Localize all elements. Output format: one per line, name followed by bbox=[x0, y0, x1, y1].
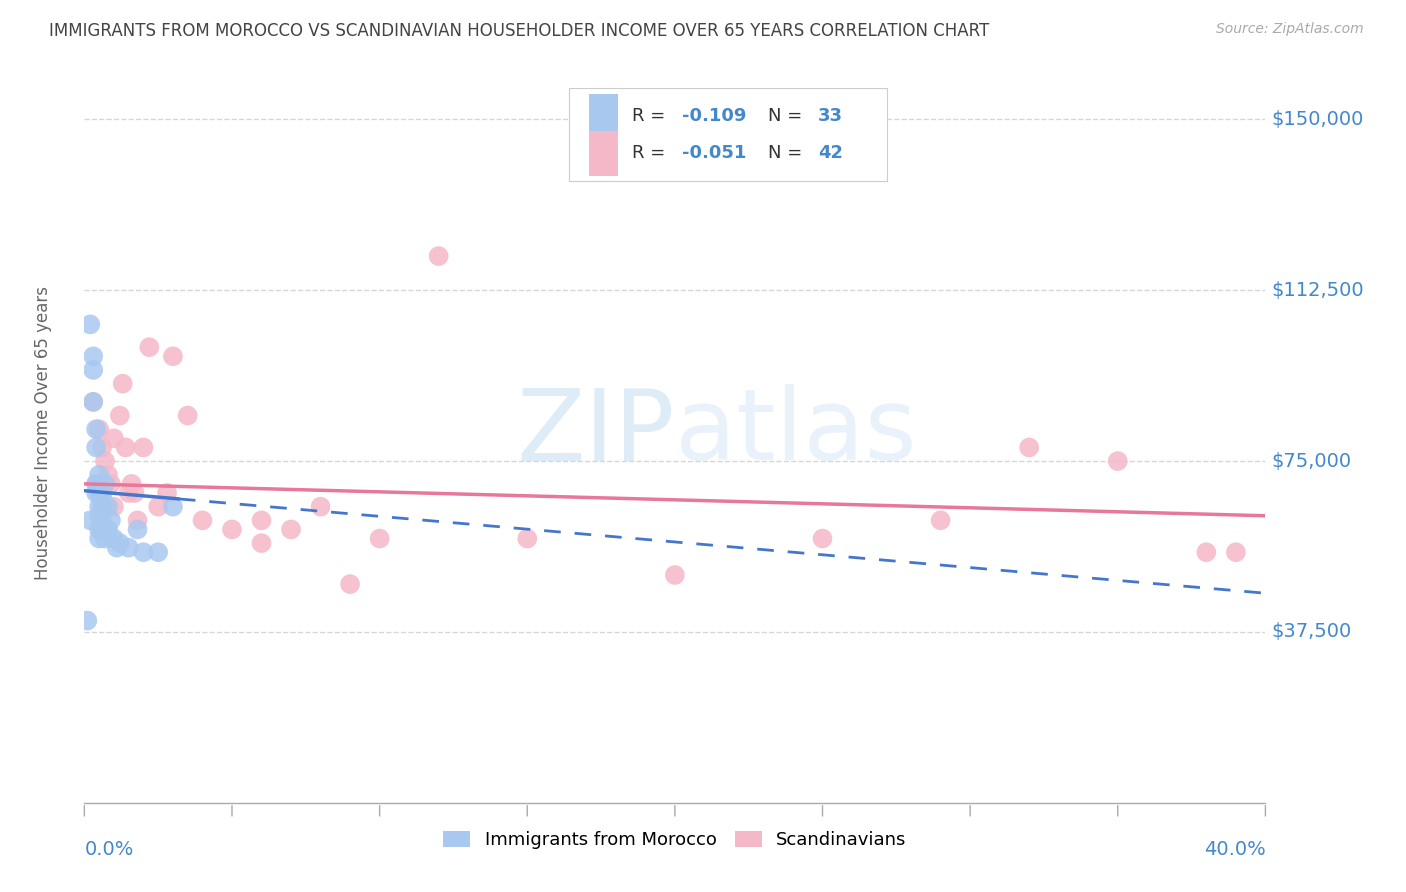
Point bbox=[427, 249, 450, 263]
Text: $37,500: $37,500 bbox=[1271, 623, 1351, 641]
Point bbox=[94, 500, 117, 514]
Point bbox=[309, 500, 332, 514]
Point bbox=[84, 422, 107, 436]
Point bbox=[87, 532, 111, 546]
Point bbox=[87, 486, 111, 500]
Point bbox=[84, 486, 107, 500]
Point bbox=[664, 568, 686, 582]
Point bbox=[76, 614, 98, 628]
Text: $150,000: $150,000 bbox=[1271, 110, 1364, 128]
Point bbox=[84, 441, 107, 455]
Point bbox=[138, 340, 160, 354]
Point bbox=[221, 523, 243, 537]
Legend: Immigrants from Morocco, Scandinavians: Immigrants from Morocco, Scandinavians bbox=[436, 824, 914, 856]
Point bbox=[250, 513, 273, 527]
Point bbox=[1195, 545, 1218, 559]
Point bbox=[162, 349, 184, 363]
Point bbox=[82, 349, 104, 363]
Point bbox=[108, 409, 131, 423]
Point bbox=[82, 395, 104, 409]
Point bbox=[811, 532, 834, 546]
Point bbox=[105, 541, 128, 555]
Point bbox=[162, 500, 184, 514]
Text: atlas: atlas bbox=[675, 384, 917, 481]
Point bbox=[148, 545, 170, 559]
Text: 33: 33 bbox=[818, 107, 842, 125]
Point bbox=[91, 486, 114, 500]
Point bbox=[87, 476, 111, 491]
Point bbox=[91, 500, 114, 514]
Point bbox=[87, 422, 111, 436]
Text: N =: N = bbox=[768, 145, 808, 162]
Point bbox=[191, 513, 214, 527]
Point bbox=[94, 454, 117, 468]
FancyBboxPatch shape bbox=[568, 88, 887, 181]
Point bbox=[929, 513, 952, 527]
Point bbox=[516, 532, 538, 546]
Point bbox=[132, 441, 155, 455]
Point bbox=[148, 500, 170, 514]
Point bbox=[132, 545, 155, 559]
Point bbox=[82, 363, 104, 377]
Point bbox=[339, 577, 361, 591]
Text: $75,000: $75,000 bbox=[1271, 451, 1351, 471]
Point bbox=[1107, 454, 1129, 468]
Point bbox=[121, 476, 143, 491]
Point bbox=[82, 395, 104, 409]
Point bbox=[280, 523, 302, 537]
Point bbox=[1018, 441, 1040, 455]
Point bbox=[97, 467, 120, 482]
Point bbox=[103, 532, 125, 546]
Text: ZIP: ZIP bbox=[516, 384, 675, 481]
Point bbox=[94, 532, 117, 546]
Point bbox=[87, 508, 111, 523]
Point bbox=[111, 376, 134, 391]
Point bbox=[97, 500, 120, 514]
Point bbox=[103, 431, 125, 445]
Text: Householder Income Over 65 years: Householder Income Over 65 years bbox=[34, 285, 52, 580]
Point bbox=[114, 441, 136, 455]
Point bbox=[91, 508, 114, 523]
Text: 42: 42 bbox=[818, 145, 842, 162]
Point bbox=[84, 476, 107, 491]
Point bbox=[108, 536, 131, 550]
Point bbox=[91, 441, 114, 455]
Text: N =: N = bbox=[768, 107, 808, 125]
Point bbox=[127, 513, 149, 527]
Point bbox=[79, 513, 101, 527]
Text: Source: ZipAtlas.com: Source: ZipAtlas.com bbox=[1216, 22, 1364, 37]
Point bbox=[127, 523, 149, 537]
Point bbox=[87, 500, 111, 514]
Text: R =: R = bbox=[633, 107, 671, 125]
Point bbox=[87, 467, 111, 482]
Point bbox=[97, 523, 120, 537]
Point bbox=[177, 409, 200, 423]
Text: $112,500: $112,500 bbox=[1271, 281, 1364, 300]
Point bbox=[368, 532, 391, 546]
Text: 0.0%: 0.0% bbox=[84, 840, 134, 859]
Point bbox=[103, 500, 125, 514]
Point bbox=[100, 476, 122, 491]
Bar bbox=[589, 94, 619, 138]
Text: R =: R = bbox=[633, 145, 671, 162]
Point bbox=[250, 536, 273, 550]
Point bbox=[118, 486, 141, 500]
Point bbox=[91, 491, 114, 505]
Point bbox=[91, 523, 114, 537]
Point bbox=[79, 318, 101, 332]
Point bbox=[84, 476, 107, 491]
Point bbox=[94, 476, 117, 491]
Point bbox=[118, 541, 141, 555]
Point bbox=[100, 513, 122, 527]
Text: -0.051: -0.051 bbox=[682, 145, 747, 162]
Bar bbox=[589, 131, 619, 176]
Text: IMMIGRANTS FROM MOROCCO VS SCANDINAVIAN HOUSEHOLDER INCOME OVER 65 YEARS CORRELA: IMMIGRANTS FROM MOROCCO VS SCANDINAVIAN … bbox=[49, 22, 990, 40]
Text: -0.109: -0.109 bbox=[682, 107, 747, 125]
Point bbox=[124, 486, 146, 500]
Point bbox=[156, 486, 179, 500]
Point bbox=[87, 523, 111, 537]
Text: 40.0%: 40.0% bbox=[1204, 840, 1265, 859]
Point bbox=[1225, 545, 1247, 559]
